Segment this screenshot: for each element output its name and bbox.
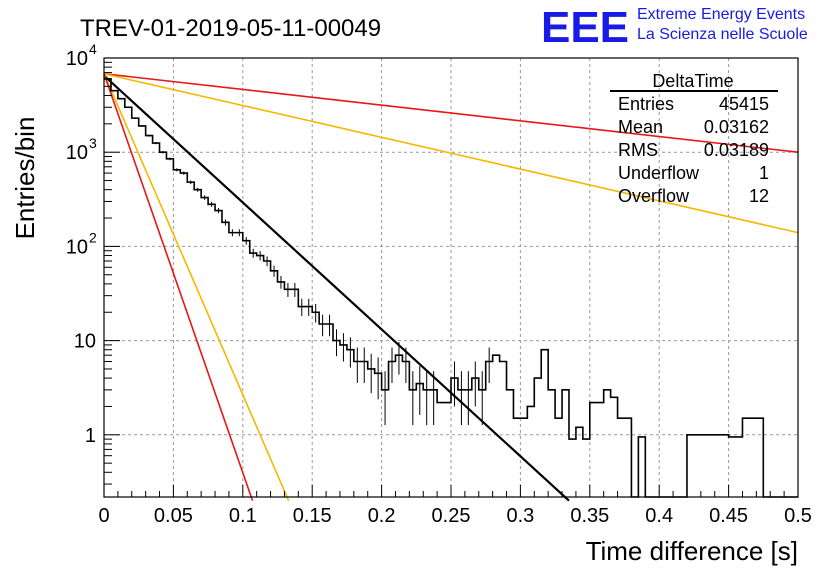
x-tick-label-3: 0.15: [293, 505, 332, 527]
y-tick-label-1: 10: [74, 331, 96, 353]
stats-value-mean: 0.03162: [704, 117, 769, 137]
x-tick-label-0: 0: [98, 505, 109, 527]
histogram: [104, 78, 798, 498]
x-tick-label-2: 0.1: [229, 505, 257, 527]
y-tick-exponent-4: 4: [89, 41, 97, 57]
stats-title: DeltaTime: [652, 71, 733, 91]
x-axis-label: Time difference [s]: [586, 536, 798, 566]
stats-label-overflow: Overflow: [618, 186, 690, 206]
y-tick-exponent-3: 3: [89, 135, 97, 151]
limit-line-4: [103, 73, 254, 501]
eee-logo: EEE Extreme Energy Events La Scienza nel…: [541, 3, 808, 52]
axis-ticks: [103, 61, 799, 497]
limit-line-2: [103, 72, 799, 234]
stats-label-mean: Mean: [618, 117, 663, 137]
stats-label-rms: RMS: [618, 140, 658, 160]
stats-label-underflow: Underflow: [618, 163, 700, 183]
stats-value-underflow: 1: [759, 163, 769, 183]
stats-value-overflow: 12: [749, 186, 769, 206]
stats-rows: Entries 45415 Mean 0.03162 RMS 0.03189Underfl…: [618, 94, 769, 206]
x-tick-label-9: 0.45: [709, 505, 748, 527]
y-tick-label-0: 1: [85, 425, 96, 447]
stats-value-entries: 45415: [719, 94, 769, 114]
logo-line-1: Extreme Energy Events: [637, 6, 805, 23]
x-tick-label-6: 0.3: [506, 505, 534, 527]
stats-box: DeltaTime Entries 45415 Mean 0.03162 RMS 0.03…: [610, 71, 778, 206]
limit-line-3: [103, 73, 290, 501]
y-tick-label-4: 10: [66, 48, 88, 70]
x-tick-label-10: 0.5: [784, 505, 812, 527]
chart-title: TREV-01-2019-05-11-00049: [80, 15, 381, 42]
logo-line-2: La Scienza nelle Scuole: [637, 26, 808, 43]
x-tick-label-8: 0.4: [645, 505, 673, 527]
x-tick-label-7: 0.35: [570, 505, 609, 527]
eee-logo-mark: EEE: [541, 3, 629, 52]
x-tick-label-5: 0.25: [432, 505, 471, 527]
limit-line-1: [103, 72, 799, 153]
x-tick-label-4: 0.2: [368, 505, 396, 527]
grid: [104, 58, 798, 497]
y-tick-label-2: 10: [66, 236, 88, 258]
x-tick-label-1: 0.05: [154, 505, 193, 527]
y-tick-exponent-2: 2: [89, 229, 97, 245]
y-tick-label-3: 10: [66, 142, 88, 164]
stats-label-entries: Entries: [618, 94, 674, 114]
fit-lines: [103, 72, 799, 502]
tick-labels: 0 0.05 0.1 0.15 0.2 0.25 0.3 0.35 0.4 0.45 0.5 1 10 1…: [66, 41, 812, 527]
stats-value-rms: 0.03189: [704, 140, 769, 160]
fit-line-0: [103, 74, 570, 502]
y-axis-label: Entries/bin: [10, 117, 40, 240]
